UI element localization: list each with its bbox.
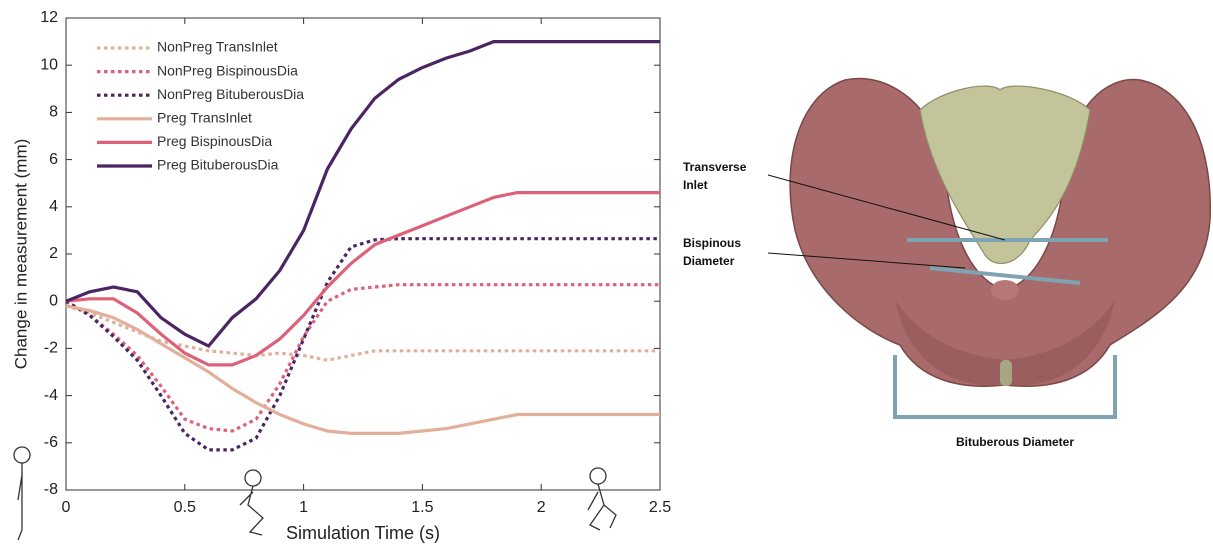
y-tick-label: 10 bbox=[40, 56, 58, 73]
series-line bbox=[66, 239, 660, 450]
y-tick-label: -2 bbox=[44, 340, 58, 357]
x-axis-label: Simulation Time (s) bbox=[286, 523, 440, 543]
y-tick-label: -8 bbox=[44, 481, 58, 498]
x-tick-label: 0 bbox=[62, 499, 71, 516]
pelvis-illustration bbox=[768, 78, 1210, 417]
y-tick-label: -6 bbox=[44, 434, 58, 451]
annotation: Inlet bbox=[683, 178, 708, 192]
x-tick-label: 2 bbox=[537, 499, 546, 516]
y-tick-label: 12 bbox=[40, 9, 58, 26]
legend-label: NonPreg BispinousDia bbox=[157, 62, 298, 78]
y-tick-label: 2 bbox=[49, 245, 58, 262]
annotation: Bituberous Diameter bbox=[956, 435, 1074, 449]
x-tick-label: 0.5 bbox=[174, 499, 196, 516]
y-axis-label: Change in measurement (mm) bbox=[11, 139, 30, 370]
x-tick-label: 2.5 bbox=[649, 499, 671, 516]
annotation: Diameter bbox=[683, 254, 735, 268]
y-tick-label: -4 bbox=[44, 387, 58, 404]
page: Simulation Time (s) Change in measuremen… bbox=[0, 0, 1213, 552]
legend-label: NonPreg BituberousDia bbox=[157, 86, 304, 102]
legend-label: NonPreg TransInlet bbox=[157, 39, 278, 55]
series-line bbox=[66, 306, 660, 360]
annotation: Bispinous bbox=[683, 236, 741, 250]
y-tick-label: 0 bbox=[49, 292, 58, 309]
legend-label: Preg TransInlet bbox=[157, 110, 252, 126]
legend-label: Preg BispinousDia bbox=[157, 133, 272, 149]
series-line bbox=[66, 306, 660, 434]
y-tick-label: 4 bbox=[49, 198, 58, 215]
x-tick-label: 1 bbox=[299, 499, 308, 516]
series-line bbox=[66, 285, 660, 431]
y-tick-label: 6 bbox=[49, 151, 58, 168]
annotation: Transverse bbox=[683, 160, 747, 174]
x-tick-label: 1.5 bbox=[411, 499, 433, 516]
legend-label: Preg BituberousDia bbox=[157, 157, 279, 173]
y-tick-label: 8 bbox=[49, 104, 58, 121]
figure: Simulation Time (s) Change in measuremen… bbox=[0, 0, 1213, 547]
